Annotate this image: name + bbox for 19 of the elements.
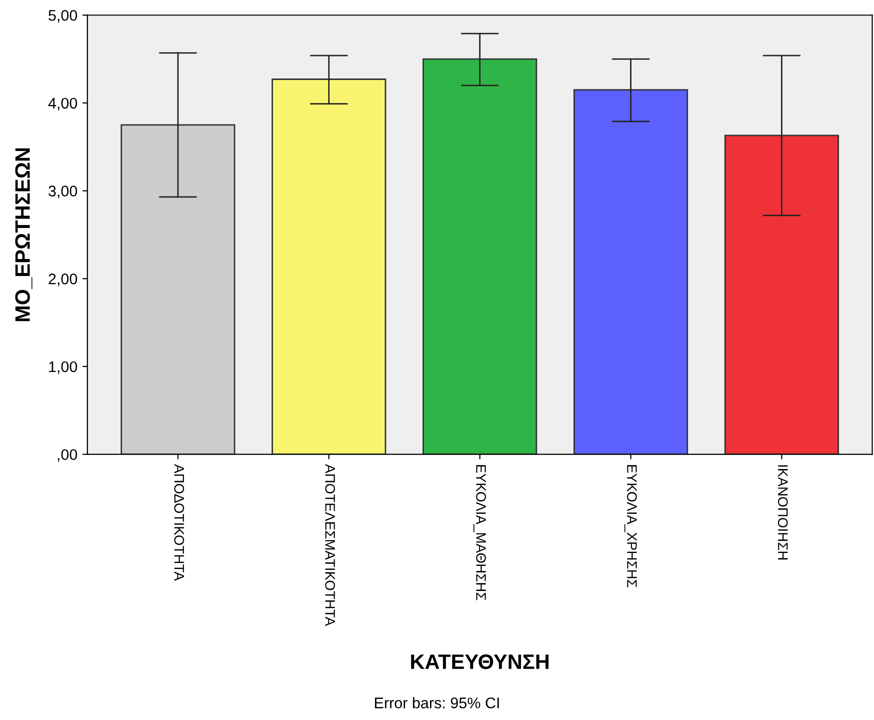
x-tick-label: ΙΚΑΝΟΠΟΙΗΣΗ <box>778 465 788 560</box>
bar <box>272 78 386 454</box>
x-tick-label: ΕΥΚΟΛΙΑ_ΜΑΘΗΣΗΣ <box>473 465 486 600</box>
y-tick-label: 2,00 <box>48 274 78 286</box>
y-tick-label: 4,00 <box>48 98 78 110</box>
bar <box>573 89 688 454</box>
y-tick-label: 3,00 <box>48 186 78 198</box>
y-tick-label: 1,00 <box>49 361 78 374</box>
y-axis-title: ΜΟ_ΕΡΩΤΗΣΕΩΝ <box>15 148 32 322</box>
x-tick-label: ΑΠΟΤΕΛΕΣΜΑΤΙΚΟΤΗΤΑ <box>325 464 335 626</box>
text: Error bars: 95% CI <box>375 697 499 708</box>
bar <box>120 124 236 454</box>
y-tick-label: ,00 <box>58 449 78 462</box>
x-tick-label: ΕΥΚΟΛΙΑ_ΧΡΗΣΗΣ <box>624 465 637 588</box>
x-tick-label: ΑΠΟΔΟΤΙΚΟΤΗΤΑ <box>174 464 184 581</box>
bar <box>724 134 839 454</box>
x-axis-title: ΚΑΤΕΥΘΥΝΣΗ <box>411 654 549 670</box>
bar <box>422 58 538 454</box>
y-tick-label: 5,00 <box>48 10 78 23</box>
